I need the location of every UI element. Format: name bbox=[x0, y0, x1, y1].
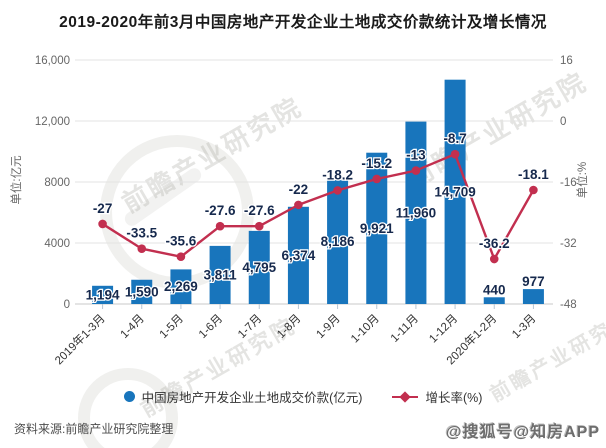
bar bbox=[522, 289, 544, 304]
bar bbox=[170, 269, 192, 304]
x-axis-label: 1-3月 bbox=[510, 313, 538, 341]
growth-value-label: -15.2 bbox=[361, 156, 392, 171]
bar-value-label: 440 bbox=[483, 282, 506, 297]
growth-value-label: -18.1 bbox=[518, 167, 549, 182]
x-axis-label: 1-6月 bbox=[197, 313, 225, 341]
growth-point bbox=[215, 221, 225, 231]
growth-value-label: -35.6 bbox=[166, 234, 197, 249]
x-axis-label: 1-12月 bbox=[427, 313, 460, 346]
x-axis-label: 1-8月 bbox=[275, 313, 303, 341]
growth-point bbox=[254, 221, 264, 231]
left-axis-title: 单位:亿元 bbox=[9, 155, 23, 205]
bar-series-marker bbox=[123, 391, 135, 402]
bar-value-label: 4,795 bbox=[242, 260, 276, 275]
right-axis-tick-label: -32 bbox=[560, 238, 577, 250]
right-axis-tick-label: 16 bbox=[560, 55, 573, 67]
right-axis-title: 单位:% bbox=[575, 162, 589, 198]
legend-label-bar: 中国房地产开发企业土地成交价款(亿元) bbox=[141, 391, 363, 405]
growth-value-label: -8.7 bbox=[443, 131, 466, 146]
growth-point bbox=[333, 186, 342, 195]
growth-value-label: -22 bbox=[289, 182, 309, 197]
bar-value-label: 9,921 bbox=[360, 221, 394, 236]
left-axis-tick-label: 16,000 bbox=[35, 55, 70, 67]
site-watermark: @搜狐号@知房APP bbox=[445, 424, 600, 441]
growth-value-label: -18.2 bbox=[322, 167, 353, 182]
legend-item-bar: 中国房地产开发企业土地成交价款(亿元) bbox=[123, 387, 363, 406]
bar bbox=[248, 230, 270, 304]
x-axis-label: 1-11月 bbox=[389, 313, 421, 345]
bar bbox=[131, 279, 153, 304]
chart-title: 2019-2020年前3月中国房地产开发企业土地成交价款统计及增长情况 bbox=[59, 14, 547, 31]
bar-value-label: 977 bbox=[522, 274, 545, 289]
bar bbox=[209, 245, 231, 304]
x-axis-label: 1-4月 bbox=[118, 313, 146, 341]
bar bbox=[287, 206, 309, 304]
left-axis-tick-label: 0 bbox=[64, 299, 70, 311]
bar-value-label: 8,186 bbox=[321, 234, 355, 249]
growth-point bbox=[98, 219, 107, 229]
bar-value-label: 6,374 bbox=[282, 248, 316, 263]
x-axis-label: 1-5月 bbox=[158, 313, 186, 341]
bar-value-label: 11,960 bbox=[396, 205, 437, 220]
legend: 中国房地产开发企业土地成交价款(亿元) 增长率(%) bbox=[0, 387, 606, 406]
bar-value-label: 14,709 bbox=[434, 184, 475, 199]
growth-point bbox=[176, 252, 186, 262]
source-note: 资料来源:前瞻产业研究院整理 bbox=[14, 422, 174, 436]
growth-point bbox=[411, 166, 421, 175]
left-axis-tick-label: 8000 bbox=[44, 177, 70, 189]
bar bbox=[327, 179, 349, 304]
right-axis-tick-label: -48 bbox=[560, 299, 577, 311]
x-axis-label: 1-10月 bbox=[349, 313, 382, 346]
right-axis-tick-label: 0 bbox=[560, 116, 566, 128]
growth-point bbox=[137, 244, 147, 254]
growth-point bbox=[450, 149, 460, 159]
line-series-marker bbox=[392, 390, 419, 403]
growth-point bbox=[489, 254, 499, 264]
bar bbox=[92, 285, 114, 304]
legend-label-line: 增长率(%) bbox=[425, 391, 483, 405]
bar bbox=[444, 79, 466, 305]
growth-point bbox=[529, 185, 538, 195]
bar-value-label: 1,590 bbox=[125, 284, 159, 299]
bar bbox=[366, 152, 388, 304]
growth-point bbox=[372, 174, 382, 184]
growth-value-label: -33.5 bbox=[126, 226, 157, 241]
bar-value-label: 2,269 bbox=[164, 279, 198, 294]
left-axis-tick-label: 12,000 bbox=[35, 116, 70, 128]
growth-value-label: -27.6 bbox=[205, 203, 236, 218]
growth-value-label: -36.2 bbox=[479, 236, 510, 251]
bar bbox=[483, 297, 505, 304]
legend-item-line: 增长率(%) bbox=[392, 387, 482, 406]
right-axis-tick-label: -16 bbox=[560, 177, 577, 189]
x-axis-label: 2019年1-3月 bbox=[52, 311, 108, 367]
growth-value-label: -27.6 bbox=[244, 203, 275, 218]
growth-value-label: -13 bbox=[406, 148, 426, 163]
growth-line bbox=[101, 152, 535, 261]
growth-value-label: -27 bbox=[93, 201, 113, 216]
bar-value-label: 1,194 bbox=[86, 287, 120, 302]
x-axis-label: 1-9月 bbox=[314, 313, 342, 341]
left-axis-tick-label: 4000 bbox=[44, 238, 70, 250]
bar-value-label: 3,811 bbox=[204, 267, 238, 282]
x-axis-label: 1-7月 bbox=[236, 313, 264, 341]
growth-point bbox=[294, 200, 303, 210]
